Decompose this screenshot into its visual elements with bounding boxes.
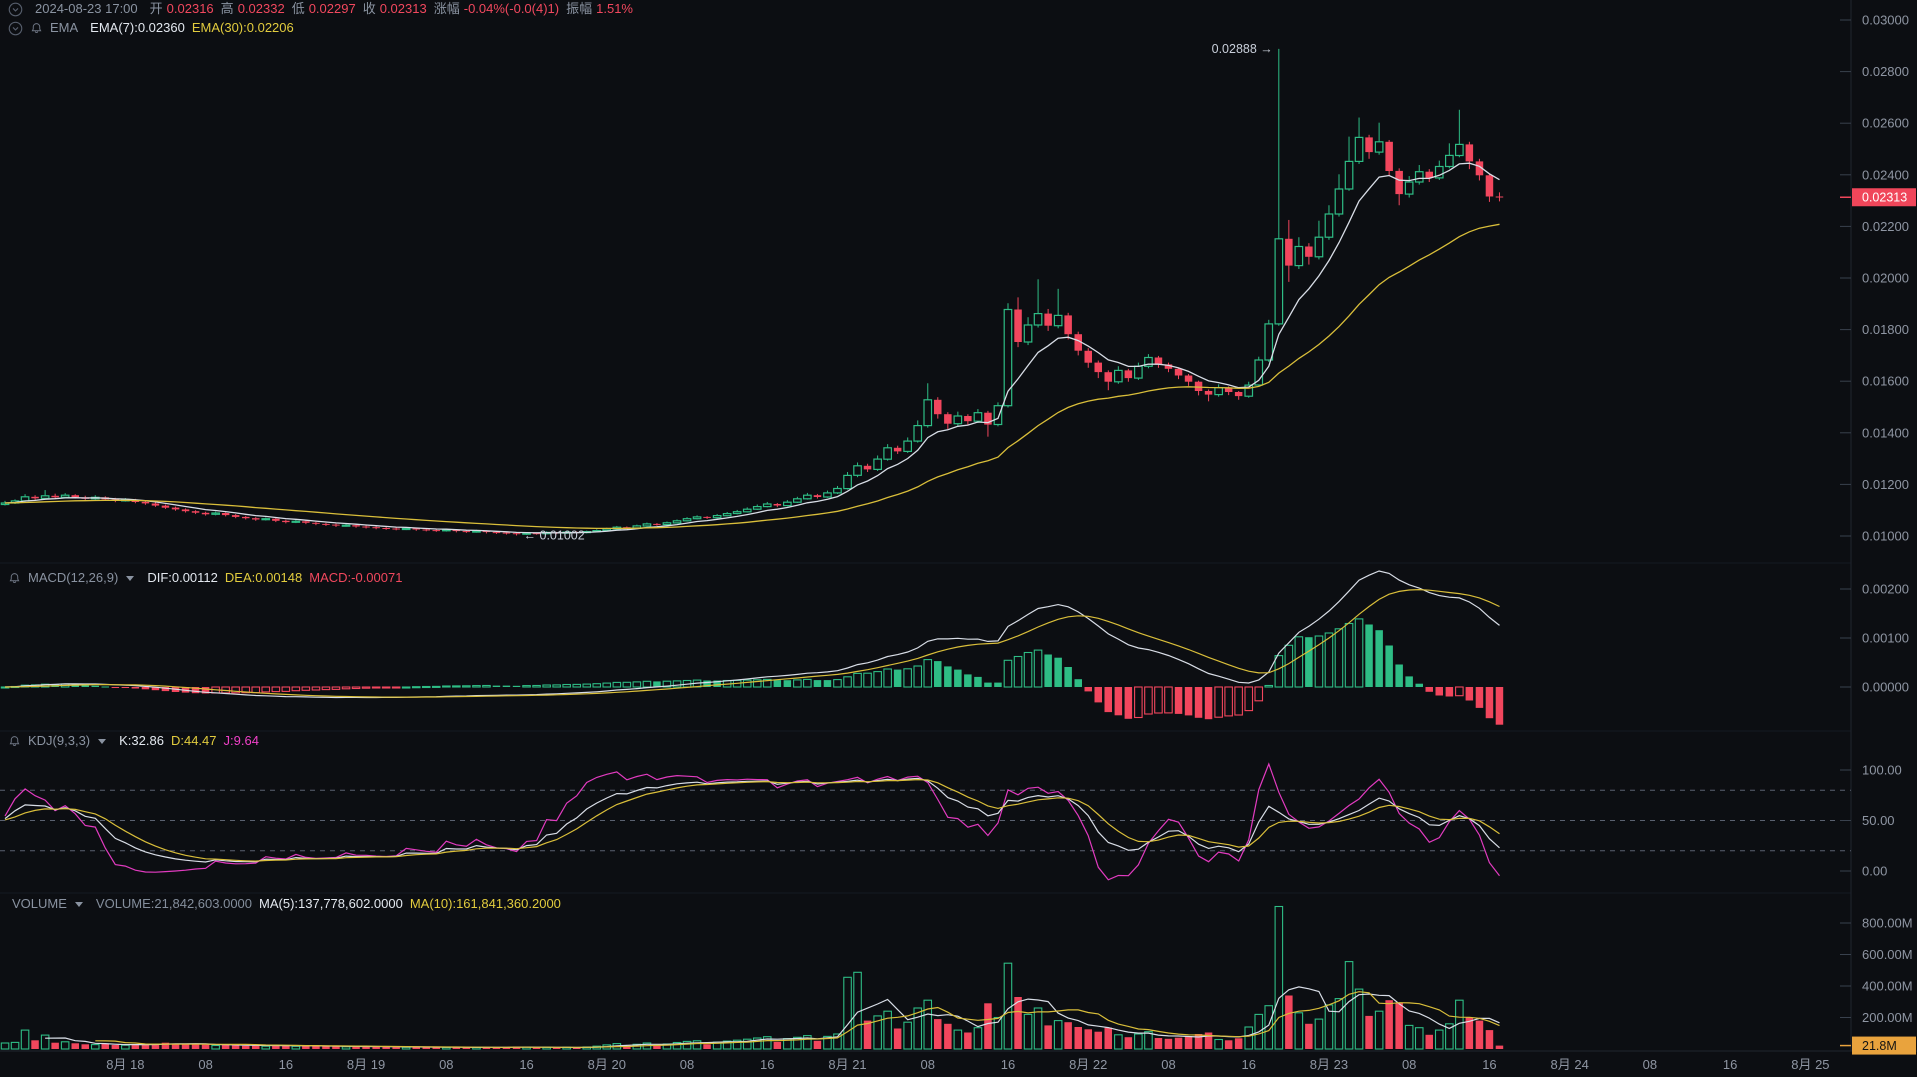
svg-text:16: 16 [1001, 1057, 1015, 1072]
macd-hist-value: MACD:-0.00071 [309, 570, 403, 585]
svg-text:0.01400: 0.01400 [1862, 425, 1909, 440]
bell-icon[interactable] [8, 735, 21, 748]
ohlc-low: 低 0.02297 [291, 1, 356, 16]
svg-text:0.01200: 0.01200 [1862, 477, 1909, 492]
svg-text:0.01600: 0.01600 [1862, 374, 1909, 389]
collapse-chevron-icon[interactable] [8, 2, 23, 17]
svg-text:8月 24: 8月 24 [1551, 1057, 1589, 1072]
time-axis[interactable] [0, 1051, 1851, 1077]
svg-text:0.02600: 0.02600 [1862, 116, 1909, 131]
svg-text:400.00M: 400.00M [1862, 979, 1913, 994]
volume-ma5-value: MA(5):137,778,602.0000 [259, 896, 403, 911]
price-axis[interactable] [1851, 0, 1917, 1051]
svg-text:0.02800: 0.02800 [1862, 64, 1909, 79]
macd-dif-value: DIF:0.00112 [147, 570, 218, 585]
volume-label: VOLUME [12, 896, 67, 911]
macd-dea-value: DEA:0.00148 [224, 570, 303, 585]
svg-text:800.00M: 800.00M [1862, 916, 1913, 931]
svg-text:8月 22: 8月 22 [1069, 1057, 1107, 1072]
svg-text:0.02400: 0.02400 [1862, 167, 1909, 182]
kdj-d-value: D:44.47 [170, 733, 217, 748]
svg-text:0.02888 →: 0.02888 → [1212, 42, 1273, 56]
kdj-k-value: K:32.86 [119, 733, 164, 748]
svg-text:08: 08 [439, 1057, 453, 1072]
bell-icon[interactable] [8, 572, 21, 585]
svg-text:16: 16 [519, 1057, 533, 1072]
kdj-header: KDJ(9,3,3) K:32.86 D:44.47 J:9.64 [8, 733, 259, 749]
svg-text:50.00: 50.00 [1862, 813, 1895, 828]
svg-text:8月 21: 8月 21 [828, 1057, 866, 1072]
svg-text:8月 18: 8月 18 [106, 1057, 144, 1072]
bell-icon[interactable] [30, 22, 43, 35]
ohlc-amplitude: 振幅 1.51% [566, 1, 633, 16]
svg-text:08: 08 [921, 1057, 935, 1072]
svg-text:100.00: 100.00 [1862, 763, 1902, 778]
svg-text:8月 20: 8月 20 [588, 1057, 626, 1072]
svg-text:16: 16 [1723, 1057, 1737, 1072]
svg-text:16: 16 [1482, 1057, 1496, 1072]
svg-text:0.03000: 0.03000 [1862, 13, 1909, 28]
svg-text:0.00000: 0.00000 [1862, 680, 1909, 695]
ohlc-header: 2024-08-23 17:00 开 0.02316 高 0.02332 低 0.02… [8, 1, 633, 17]
ohlc-change: 涨幅 -0.04%(-0.0(4)1) [433, 1, 560, 16]
kdj-j-value: J:9.64 [223, 733, 259, 748]
svg-text:8月 19: 8月 19 [347, 1057, 385, 1072]
svg-text:08: 08 [1643, 1057, 1657, 1072]
svg-text:08: 08 [198, 1057, 212, 1072]
ema7-value: EMA(7):0.02360 [90, 20, 185, 35]
macd-header: MACD(12,26,9) DIF:0.00112 DEA:0.00148 MA… [8, 570, 402, 586]
svg-text:08: 08 [1402, 1057, 1416, 1072]
ema-label: EMA [50, 20, 79, 35]
volume-value: VOLUME:21,842,603.0000 [95, 896, 253, 911]
svg-text:16: 16 [279, 1057, 293, 1072]
macd-label: MACD(12,26,9) [28, 570, 119, 585]
ohlc-high: 高 0.02332 [220, 1, 285, 16]
chevron-down-icon[interactable] [126, 575, 135, 581]
svg-text:16: 16 [760, 1057, 774, 1072]
svg-text:08: 08 [680, 1057, 694, 1072]
collapse-chevron-icon[interactable] [8, 21, 23, 36]
svg-text:0.02313: 0.02313 [1862, 191, 1907, 205]
ohlc-open: 开 0.02316 [149, 1, 214, 16]
svg-text:0.02200: 0.02200 [1862, 219, 1909, 234]
svg-text:0.00200: 0.00200 [1862, 582, 1909, 597]
svg-text:0.01800: 0.01800 [1862, 322, 1909, 337]
svg-text:200.00M: 200.00M [1862, 1010, 1913, 1025]
svg-text:8月 25: 8月 25 [1791, 1057, 1829, 1072]
ema-header: EMA EMA(7):0.02360 EMA(30):0.02206 [8, 20, 294, 36]
svg-text:08: 08 [1161, 1057, 1175, 1072]
svg-text:21.8M: 21.8M [1862, 1039, 1897, 1053]
svg-text:8月 23: 8月 23 [1310, 1057, 1348, 1072]
svg-text:0.00: 0.00 [1862, 864, 1887, 879]
candle-timestamp: 2024-08-23 17:00 [35, 1, 138, 16]
svg-text:16: 16 [1241, 1057, 1255, 1072]
svg-text:0.01000: 0.01000 [1862, 529, 1909, 544]
svg-text:600.00M: 600.00M [1862, 947, 1913, 962]
kdj-label: KDJ(9,3,3) [28, 733, 91, 748]
ohlc-close: 收 0.02313 [362, 1, 427, 16]
chevron-down-icon[interactable] [74, 901, 83, 907]
svg-text:← 0.01002: ← 0.01002 [524, 528, 585, 542]
volume-header: VOLUME VOLUME:21,842,603.0000 MA(5):137,… [12, 896, 561, 912]
ema30-value: EMA(30):0.02206 [191, 20, 294, 35]
volume-ma10-value: MA(10):161,841,360.2000 [409, 896, 561, 911]
svg-text:0.02000: 0.02000 [1862, 271, 1909, 286]
svg-text:0.00100: 0.00100 [1862, 631, 1909, 646]
chevron-down-icon[interactable] [98, 738, 107, 744]
